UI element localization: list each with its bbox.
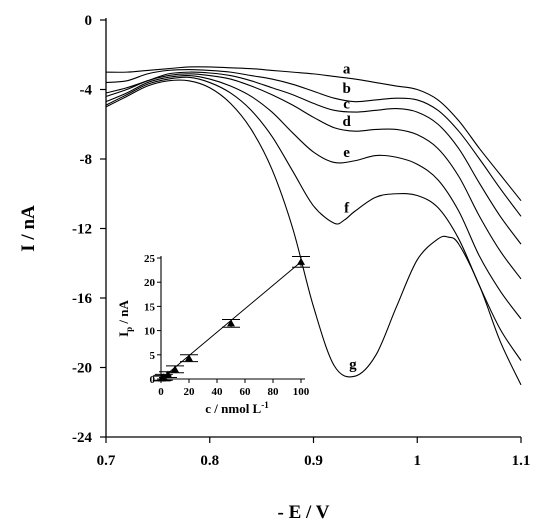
curve-label-e: e: [343, 145, 350, 161]
inset-y-tick-label: 25: [144, 253, 156, 265]
inset-x-tick-label: 80: [268, 386, 280, 398]
inset-y-axis-title-main: I: [116, 332, 131, 337]
curve-label-g: g: [349, 357, 357, 373]
inset-data-point: [297, 257, 305, 265]
curve-label-f: f: [344, 201, 350, 217]
x-axis-title: - E / V: [278, 502, 330, 523]
curve-label-a: a: [343, 62, 351, 78]
y-tick-label: -8: [80, 152, 93, 168]
x-tick-label: 0.8: [200, 453, 219, 469]
y-axis-title: I / nA: [18, 205, 39, 252]
inset-y-axis-title-unit: / nA: [116, 299, 131, 326]
inset-x-tick-label: 0: [158, 386, 164, 398]
curve-c: [105, 71, 522, 245]
inset-y-tick-label: 20: [144, 277, 156, 289]
inset-x-tick-label: 60: [240, 386, 252, 398]
curve-d: [105, 73, 522, 280]
inset-x-tick-label: 20: [184, 386, 196, 398]
curve-f: [105, 76, 522, 361]
inset-y-axis-title: Ip / nA: [116, 299, 134, 336]
inset-x-axis-title-main: c / nmol L: [205, 401, 261, 416]
inset-data-point: [227, 319, 235, 327]
inset-data-point: [164, 370, 172, 378]
inset-x-tick-label: 40: [212, 386, 224, 398]
curve-e: [105, 74, 522, 320]
inset-x-axis-title: c / nmol L-1: [205, 400, 269, 416]
y-tick-label: -12: [72, 222, 92, 238]
curve-label-d: d: [342, 114, 351, 130]
inset-x-axis-title-sup: -1: [261, 400, 269, 410]
y-tick-label: -16: [72, 291, 92, 307]
inset-y-tick-label: 0: [150, 374, 156, 386]
inset-calibration-chart: 0 5 10 15 20 25 0 20 40 60 80 100 c / nmol L-1 Ip / n…: [116, 253, 310, 416]
inset-data-point: [171, 365, 179, 373]
inset-y-tick-label: 15: [144, 301, 156, 313]
inset-data-point: [185, 354, 193, 362]
inset-data-point: [159, 373, 168, 381]
inset-y-axis-title-sub: p: [124, 327, 134, 332]
inset-y-tick-label: 5: [150, 350, 156, 362]
y-tick-label: -20: [72, 361, 92, 377]
curve-a: [105, 66, 522, 202]
y-tick-label: -24: [72, 430, 92, 446]
y-tick-label: -4: [80, 83, 93, 99]
inset-y-tick-label: 10: [144, 326, 156, 338]
curve-b: [105, 68, 522, 217]
x-tick-label: 0.7: [97, 453, 116, 469]
curve-g: [105, 79, 522, 386]
inset-x-tick-label: 100: [293, 386, 310, 398]
x-tick-label: 1.1: [512, 453, 531, 469]
curve-label-c: c: [343, 96, 350, 112]
main-curves: [105, 66, 522, 386]
curve-label-b: b: [342, 81, 350, 97]
y-tick-label: 0: [85, 13, 93, 29]
x-tick-label: 0.9: [304, 453, 323, 469]
x-tick-label: 1: [414, 453, 422, 469]
main-axes: 0 -4 -8 -12 -16 -20 -24 0.7 0.8 0.9 1 1.1 - E / V I /…: [18, 13, 530, 523]
